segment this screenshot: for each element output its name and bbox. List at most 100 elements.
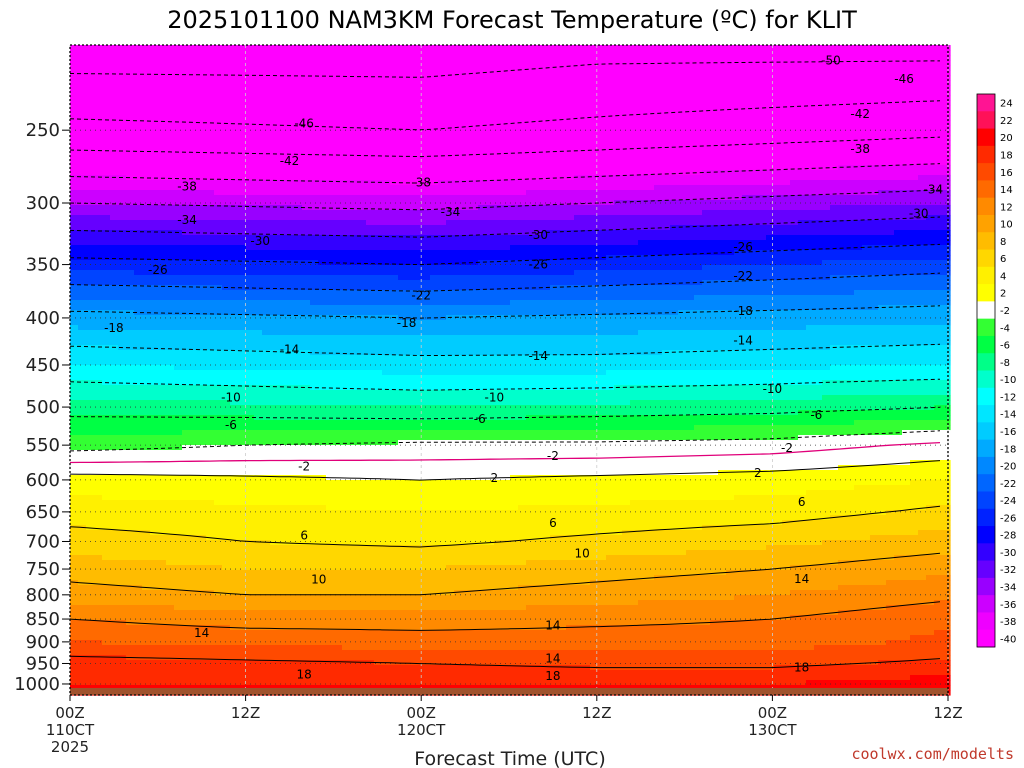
temperature-cell xyxy=(118,65,127,71)
temperature-cell xyxy=(182,165,191,171)
temperature-cell xyxy=(302,130,311,136)
temperature-cell xyxy=(254,50,263,56)
temperature-cell xyxy=(374,75,383,81)
temperature-cell xyxy=(326,395,335,401)
temperature-cell xyxy=(166,175,175,181)
temperature-cell xyxy=(190,115,199,121)
temperature-cell xyxy=(86,350,95,356)
temperature-cell xyxy=(334,290,343,296)
temperature-cell xyxy=(206,650,215,656)
temperature-cell xyxy=(118,465,127,471)
temperature-cell xyxy=(286,235,295,241)
temperature-cell xyxy=(70,395,79,401)
temperature-cell xyxy=(70,500,79,506)
temperature-cell xyxy=(150,565,159,571)
temperature-cell xyxy=(230,540,239,546)
temperature-cell xyxy=(78,255,87,261)
temperature-cell xyxy=(102,330,111,336)
temperature-cell xyxy=(118,310,127,316)
temperature-cell xyxy=(294,665,303,671)
temperature-cell xyxy=(334,150,343,156)
temperature-cell xyxy=(254,360,263,366)
temperature-cell xyxy=(222,490,231,496)
temperature-cell xyxy=(230,390,239,396)
temperature-cell xyxy=(270,380,279,386)
temperature-cell xyxy=(102,55,111,61)
temperature-cell xyxy=(350,55,359,61)
temperature-cell xyxy=(342,385,351,391)
temperature-cell xyxy=(126,400,135,406)
temperature-cell xyxy=(302,585,311,591)
temperature-cell xyxy=(134,530,143,536)
temperature-cell xyxy=(222,630,231,636)
temperature-cell xyxy=(278,555,287,561)
temperature-cell xyxy=(110,545,119,551)
temperature-cell xyxy=(254,125,263,131)
temperature-cell xyxy=(278,665,287,671)
temperature-cell xyxy=(270,620,279,626)
temperature-cell xyxy=(198,420,207,426)
temperature-cell xyxy=(110,505,119,511)
temperature-cell xyxy=(94,675,103,681)
temperature-cell xyxy=(134,680,143,686)
temperature-cell xyxy=(222,545,231,551)
temperature-cell xyxy=(134,675,143,681)
temperature-cell xyxy=(294,330,303,336)
temperature-cell xyxy=(214,235,223,241)
temperature-cell xyxy=(118,600,127,606)
temperature-cell xyxy=(94,615,103,621)
temperature-cell xyxy=(190,545,199,551)
temperature-cell xyxy=(350,240,359,246)
temperature-cell xyxy=(366,310,375,316)
temperature-cell xyxy=(150,340,159,346)
temperature-cell xyxy=(190,65,199,71)
temperature-cell xyxy=(142,145,151,151)
temperature-cell xyxy=(86,365,95,371)
temperature-cell xyxy=(214,460,223,466)
temperature-cell xyxy=(342,680,351,686)
temperature-cell xyxy=(270,445,279,451)
temperature-cell xyxy=(326,360,335,366)
temperature-cell xyxy=(230,325,239,331)
temperature-cell xyxy=(334,110,343,116)
temperature-cell xyxy=(238,605,247,611)
temperature-cell xyxy=(358,565,367,571)
temperature-cell xyxy=(246,500,255,506)
temperature-cell xyxy=(190,225,199,231)
temperature-cell xyxy=(206,555,215,561)
temperature-cell xyxy=(310,590,319,596)
temperature-cell xyxy=(238,460,247,466)
temperature-cell xyxy=(198,675,207,681)
temperature-cell xyxy=(166,350,175,356)
temperature-cell xyxy=(294,545,303,551)
temperature-cell xyxy=(302,620,311,626)
temperature-cell xyxy=(238,135,247,141)
temperature-cell xyxy=(190,355,199,361)
temperature-cell xyxy=(366,625,375,631)
temperature-cell xyxy=(270,75,279,81)
temperature-cell xyxy=(198,215,207,221)
temperature-cell xyxy=(158,550,167,556)
temperature-cell xyxy=(70,640,79,646)
temperature-cell xyxy=(366,305,375,311)
temperature-cell xyxy=(350,260,359,266)
temperature-cell xyxy=(214,60,223,66)
temperature-cell xyxy=(238,365,247,371)
temperature-cell xyxy=(150,300,159,306)
temperature-cell xyxy=(374,90,383,96)
temperature-cell xyxy=(318,540,327,546)
temperature-cell xyxy=(350,70,359,76)
temperature-cell xyxy=(86,355,95,361)
temperature-cell xyxy=(278,550,287,556)
temperature-cell xyxy=(182,265,191,271)
temperature-cell xyxy=(278,440,287,446)
temperature-cell xyxy=(254,470,263,476)
temperature-cell xyxy=(78,680,87,686)
temperature-cell xyxy=(134,430,143,436)
temperature-cell xyxy=(230,610,239,616)
temperature-cell xyxy=(318,225,327,231)
temperature-cell xyxy=(214,505,223,511)
temperature-cell xyxy=(254,280,263,286)
temperature-cell xyxy=(150,355,159,361)
temperature-cell xyxy=(318,85,327,91)
